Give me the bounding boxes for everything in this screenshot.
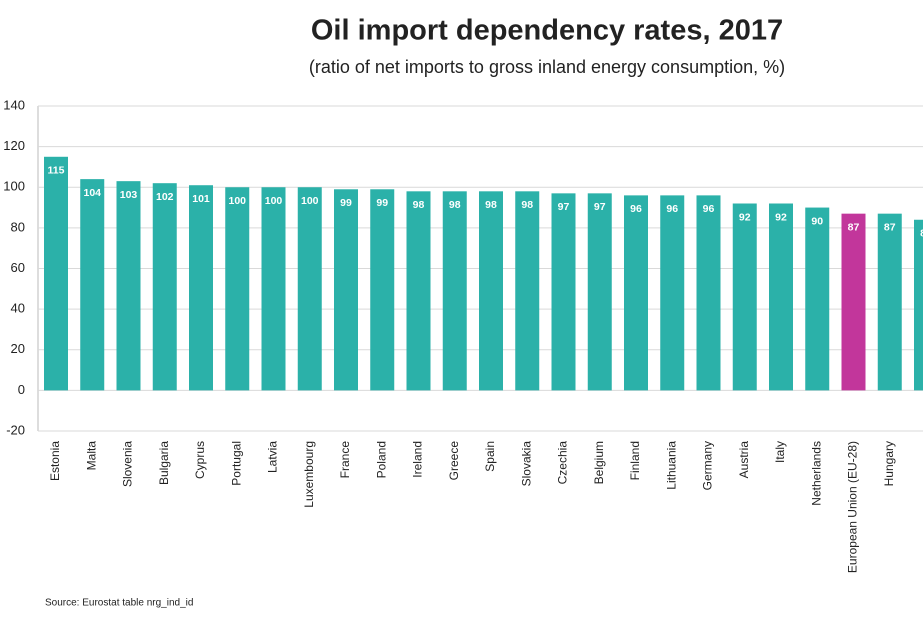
value-label: 100 <box>228 195 246 207</box>
bar <box>805 207 830 391</box>
bar <box>479 191 503 391</box>
value-label: 98 <box>413 199 425 211</box>
value-label: 84 <box>920 228 923 240</box>
x-tick-label: Bulgaria <box>157 441 171 485</box>
x-tick-label: Germany <box>701 441 715 490</box>
x-tick-label: Belgium <box>592 441 606 484</box>
value-label: 99 <box>340 197 352 209</box>
x-tick-label: Poland <box>374 441 388 478</box>
x-tick-label: Spain <box>483 441 497 472</box>
bar <box>152 183 177 391</box>
x-tick-label: Slovakia <box>519 441 533 487</box>
y-tick-label: 100 <box>3 179 25 194</box>
value-label: 100 <box>301 195 319 207</box>
value-label: 102 <box>156 191 174 203</box>
x-tick-label: Malta <box>84 441 98 471</box>
bar <box>696 195 721 391</box>
value-label: 92 <box>775 211 787 223</box>
value-label: 92 <box>739 211 751 223</box>
y-tick-label: 120 <box>3 138 25 153</box>
value-label: 97 <box>594 201 606 213</box>
y-tick-label: 40 <box>11 301 25 316</box>
y-tick-label: 80 <box>11 219 25 234</box>
value-label: 100 <box>265 195 283 207</box>
bar <box>587 193 612 391</box>
x-tick-label: Lithuania <box>664 441 678 490</box>
x-tick-label: Slovenia <box>121 441 135 487</box>
bar <box>80 179 105 391</box>
y-tick-label: 140 <box>3 97 25 112</box>
x-tick-label: Netherlands <box>809 441 823 506</box>
bar <box>732 203 757 391</box>
bar <box>914 219 923 391</box>
source-note: Source: Eurostat table nrg_ind_id <box>45 598 193 609</box>
bar <box>297 187 322 391</box>
bar <box>442 191 467 391</box>
x-tick-label: Portugal <box>229 441 243 486</box>
y-tick-label: 0 <box>18 382 25 397</box>
value-label: 101 <box>192 193 210 205</box>
x-tick-label: Estonia <box>48 441 62 481</box>
bar <box>370 189 395 391</box>
value-label: 96 <box>666 203 678 215</box>
x-tick-label: Czechia <box>556 441 570 485</box>
y-tick-label: -20 <box>6 422 25 437</box>
value-label: 99 <box>376 197 388 209</box>
value-label: 96 <box>630 203 642 215</box>
bar <box>406 191 431 391</box>
value-label: 98 <box>521 199 533 211</box>
x-tick-label: Italy <box>773 441 787 463</box>
bar <box>841 213 866 391</box>
value-label: 96 <box>703 203 715 215</box>
x-tick-label: Latvia <box>266 441 280 473</box>
bar <box>189 185 213 391</box>
chart-subtitle: (ratio of net imports to gross inland en… <box>309 57 785 77</box>
bar <box>515 191 540 391</box>
x-tick-label: Greece <box>447 441 461 481</box>
bar <box>624 195 648 391</box>
value-label: 103 <box>120 189 138 201</box>
value-label: 104 <box>83 187 101 199</box>
bar <box>225 187 250 391</box>
bar <box>769 203 793 391</box>
bar <box>116 181 141 391</box>
bar <box>334 189 358 391</box>
x-tick-label: France <box>338 441 352 479</box>
value-label: 87 <box>848 221 860 233</box>
value-label: 98 <box>485 199 497 211</box>
y-tick-label: 60 <box>11 260 25 275</box>
bar <box>44 156 68 391</box>
x-tick-label: Finland <box>628 441 642 480</box>
value-label: 115 <box>48 165 65 177</box>
value-label: 87 <box>884 221 896 233</box>
x-tick-label: Cyprus <box>193 441 207 479</box>
x-tick-label: Hungary <box>882 441 896 486</box>
bar <box>551 193 576 391</box>
value-label: 90 <box>811 215 823 227</box>
bar <box>877 213 902 391</box>
x-tick-label: Luxembourg <box>302 441 316 508</box>
bar <box>261 187 286 391</box>
bar <box>660 195 685 391</box>
y-tick-label: 20 <box>11 341 25 356</box>
value-label: 97 <box>558 201 570 213</box>
chart-title: Oil import dependency rates, 2017 <box>311 15 783 47</box>
x-tick-label: Austria <box>737 441 751 479</box>
x-tick-label: European Union (EU-28) <box>846 441 860 573</box>
value-label: 98 <box>449 199 461 211</box>
x-tick-label: Ireland <box>411 441 425 478</box>
